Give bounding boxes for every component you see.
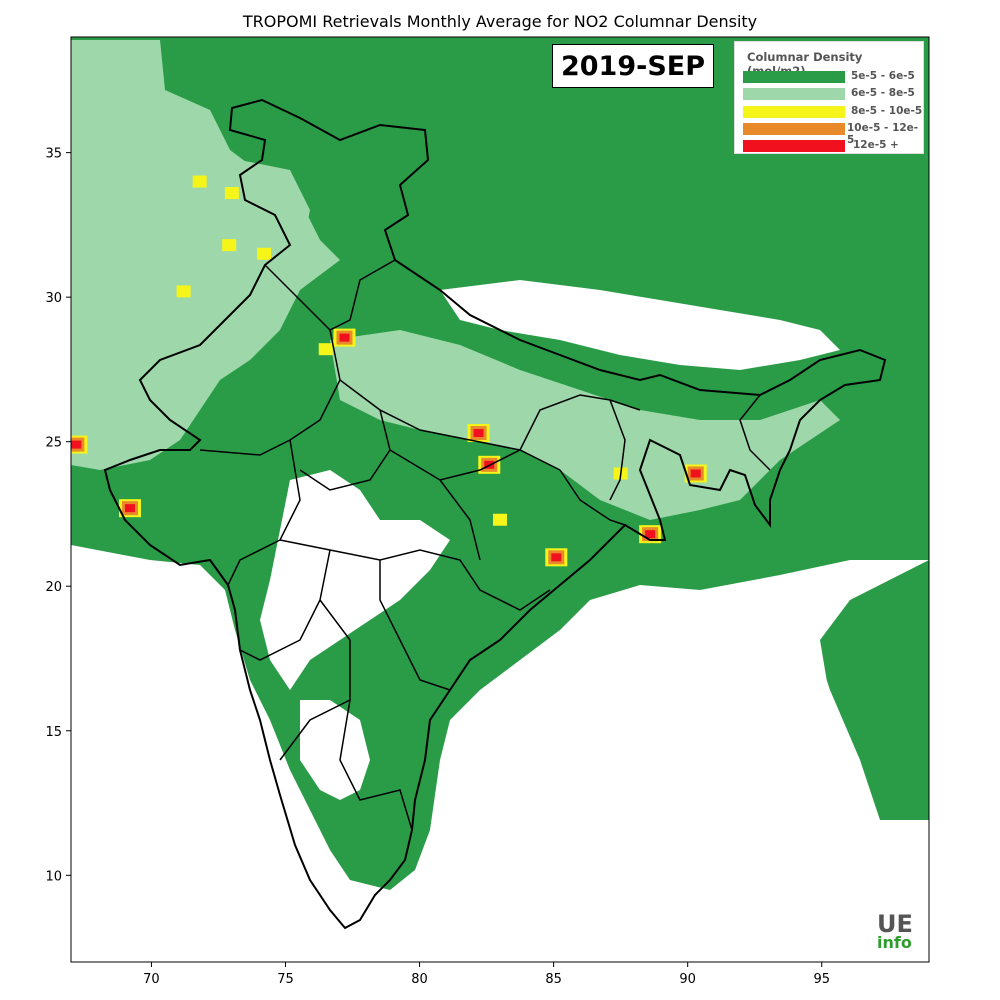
hotspot-yellow (192, 175, 207, 188)
hotspot-red (551, 553, 562, 562)
density-region-northwest (71, 40, 340, 470)
hotspot-red (690, 469, 701, 478)
state-lines (199, 259, 771, 831)
y-axis: 10 15 20 25 30 35 (45, 147, 71, 884)
india-outline (103, 98, 887, 930)
x-tick-label: 70 (143, 972, 160, 987)
y-tick-label: 10 (45, 869, 62, 884)
hotspot-yellow (222, 239, 237, 252)
y-tick-label: 20 (45, 580, 62, 595)
hotspot-red (124, 504, 135, 513)
legend-swatch (743, 71, 845, 83)
x-tick-label: 90 (679, 972, 696, 987)
legend-item-12e5: 12e-5 + (743, 139, 923, 153)
legend-item-10e5: 10e-5 - 12e-5 (743, 122, 923, 146)
hotspot-red (71, 440, 82, 449)
legend: Columnar Density (mol/m2) 5e-5 - 6e-5 6e… (734, 41, 924, 154)
no-data-north-patch (440, 280, 840, 370)
hotspot-yellow (257, 247, 272, 260)
density-region-gangetic (330, 330, 840, 520)
date-label: 2019-SEP (552, 44, 714, 88)
density-region-east-sea (820, 560, 929, 820)
india-border (103, 98, 887, 930)
no-data-deccan (300, 700, 370, 800)
legend-swatch (743, 88, 845, 100)
hotspot-layer (71, 175, 707, 567)
x-tick-label: 95 (813, 972, 830, 987)
legend-item-5e5: 5e-5 - 6e-5 (743, 70, 923, 84)
hotspot-red (645, 530, 656, 539)
logo-top-text: UE (877, 910, 913, 938)
x-tick-label: 85 (545, 972, 562, 987)
legend-swatch (743, 123, 845, 135)
legend-item-8e5: 8e-5 - 10e-5 (743, 105, 923, 119)
legend-swatch (743, 106, 845, 118)
y-tick-label: 25 (45, 436, 62, 451)
y-tick-label: 35 (45, 147, 62, 162)
chart-title: TROPOMI Retrievals Monthly Average for N… (242, 12, 758, 31)
hotspot-yellow (176, 285, 191, 298)
y-tick-label: 30 (45, 291, 62, 306)
legend-label: 6e-5 - 8e-5 (851, 87, 915, 99)
hotspot-yellow (318, 343, 333, 356)
hotspot-yellow (224, 187, 239, 200)
hotspot-red (473, 429, 484, 438)
logo-bottom-text: info (877, 933, 912, 952)
legend-label: 10e-5 - 12e-5 (847, 122, 919, 146)
x-axis: 70 75 80 85 90 95 (143, 962, 830, 987)
hotspot-yellow (493, 513, 507, 526)
legend-label: 8e-5 - 10e-5 (851, 105, 923, 117)
x-tick-label: 80 (411, 972, 428, 987)
hotspot-red (339, 333, 350, 342)
ueinfo-logo: UE info (877, 910, 913, 952)
y-tick-label: 15 (45, 725, 62, 740)
x-tick-label: 75 (277, 972, 294, 987)
density-background (71, 37, 929, 962)
legend-label: 5e-5 - 6e-5 (851, 70, 915, 82)
legend-swatch (743, 140, 845, 152)
no-data-central (260, 470, 450, 690)
no-data-south (71, 560, 355, 962)
legend-item-6e5: 6e-5 - 8e-5 (743, 87, 923, 101)
plot-frame (70, 36, 930, 963)
no-data-bay (440, 600, 929, 962)
legend-label: 12e-5 + (853, 139, 899, 151)
